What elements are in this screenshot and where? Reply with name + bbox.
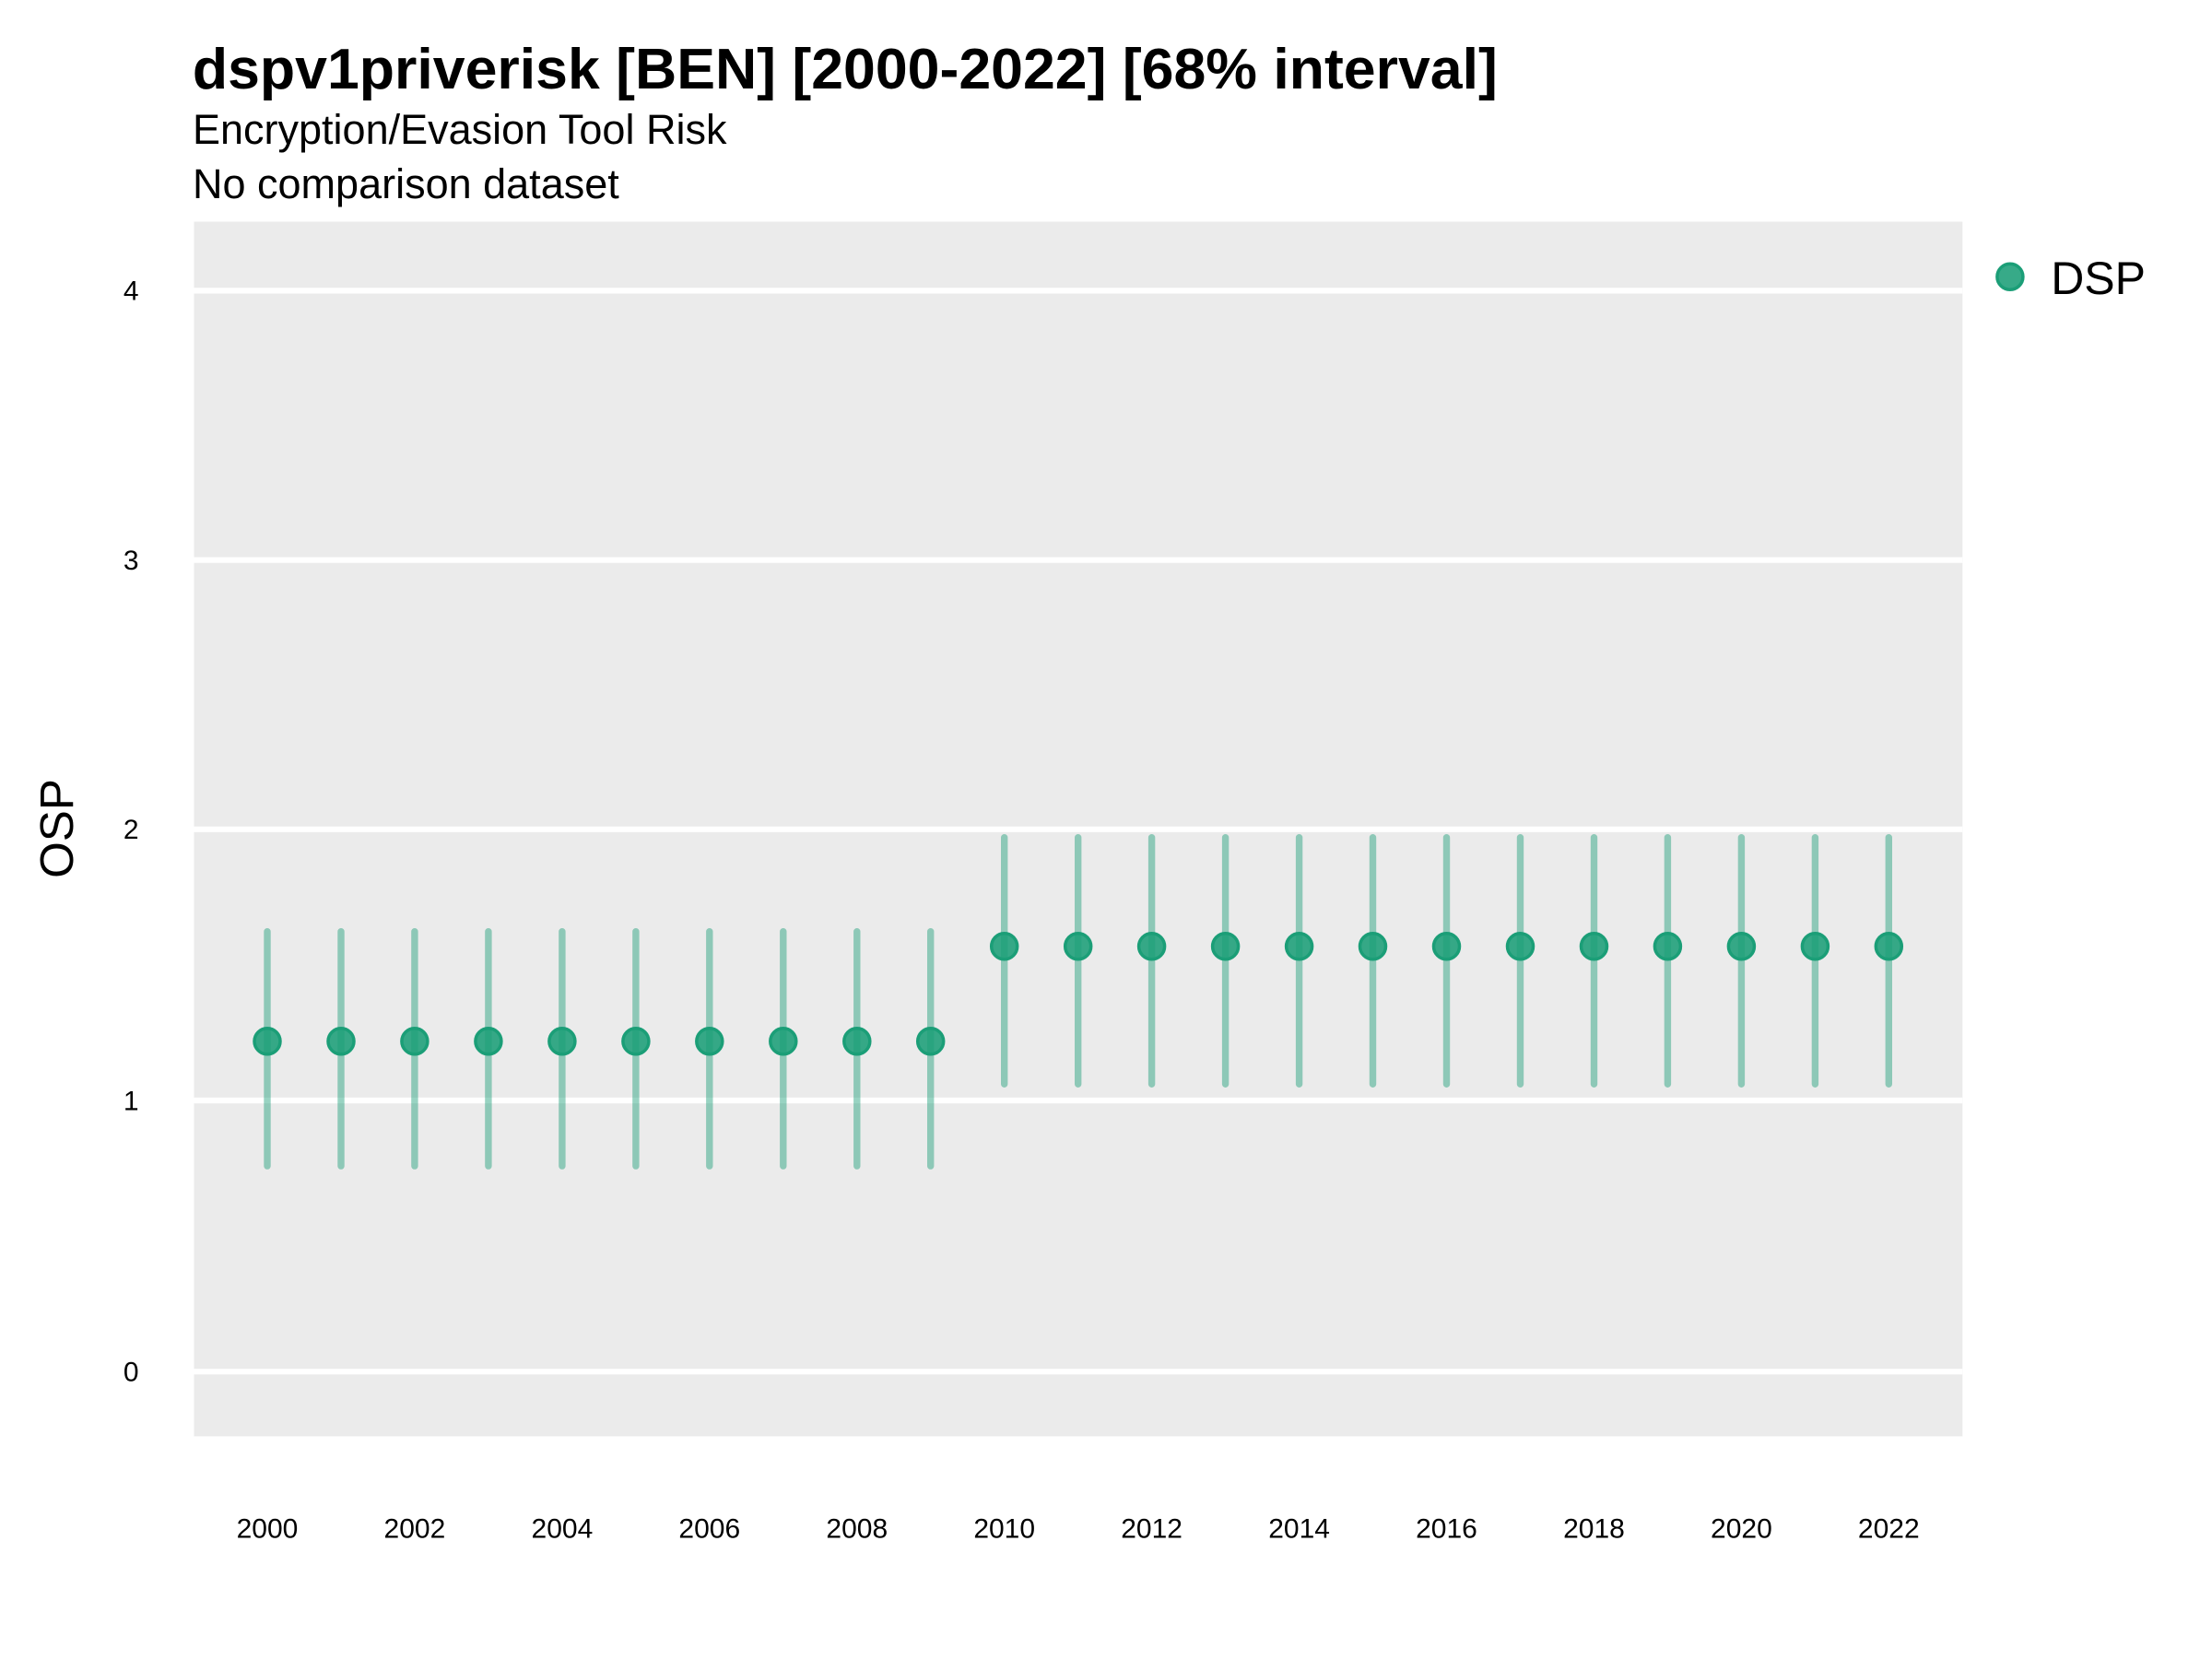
svg-text:2022: 2022 [1858,1513,1920,1544]
svg-text:2008: 2008 [826,1513,888,1544]
svg-text:2010: 2010 [973,1513,1035,1544]
svg-text:2002: 2002 [384,1513,446,1544]
svg-text:DSP: DSP [2051,253,2146,304]
svg-text:No comparison dataset: No comparison dataset [193,160,619,207]
svg-text:4: 4 [124,276,139,307]
svg-text:2012: 2012 [1121,1513,1182,1544]
svg-text:0: 0 [124,1358,139,1388]
svg-text:1: 1 [124,1086,139,1116]
svg-text:2000: 2000 [237,1513,299,1544]
svg-text:OSP: OSP [30,779,83,878]
svg-text:2: 2 [124,815,139,845]
svg-text:2016: 2016 [1416,1513,1477,1544]
svg-text:2018: 2018 [1563,1513,1625,1544]
svg-text:2004: 2004 [532,1513,594,1544]
svg-text:dspv1priverisk [BEN] [2000-202: dspv1priverisk [BEN] [2000-2022] [68% in… [193,37,1498,101]
svg-text:2020: 2020 [1711,1513,1772,1544]
svg-text:2006: 2006 [678,1513,740,1544]
svg-text:Encryption/Evasion Tool Risk: Encryption/Evasion Tool Risk [193,106,727,153]
svg-text:3: 3 [124,546,139,576]
svg-text:2014: 2014 [1268,1513,1330,1544]
